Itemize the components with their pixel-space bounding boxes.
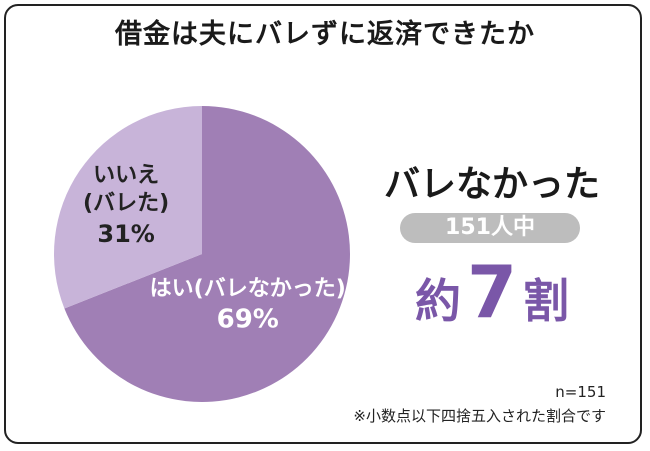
callout-figure: 約7 割 [372,250,612,334]
pie-slice-label: いいえ(バレた) [83,163,169,216]
callout-number: 7 [466,250,518,334]
respondents-badge: 151人中 [400,213,580,243]
pie-slice [53,106,203,309]
callout-prefix: 約 [414,274,461,328]
callout-suffix: 割 [523,274,570,328]
pie-slice [64,106,351,402]
pie-slice-value: 69% [217,305,279,335]
pie-slice-value: 31% [97,220,154,248]
callout-headline: バレなかった [383,164,600,205]
chart-title: 借金は夫にバレずに返済できたか [115,19,535,50]
pie-chart: はい(バレなかった) 69% いいえ(バレた) 31% [53,106,351,402]
sample-size: n=151 [555,383,606,401]
rounding-note: ※小数点以下四捨五入された割合です [353,407,606,425]
pie-slice-label: はい(バレなかった) [150,277,346,302]
